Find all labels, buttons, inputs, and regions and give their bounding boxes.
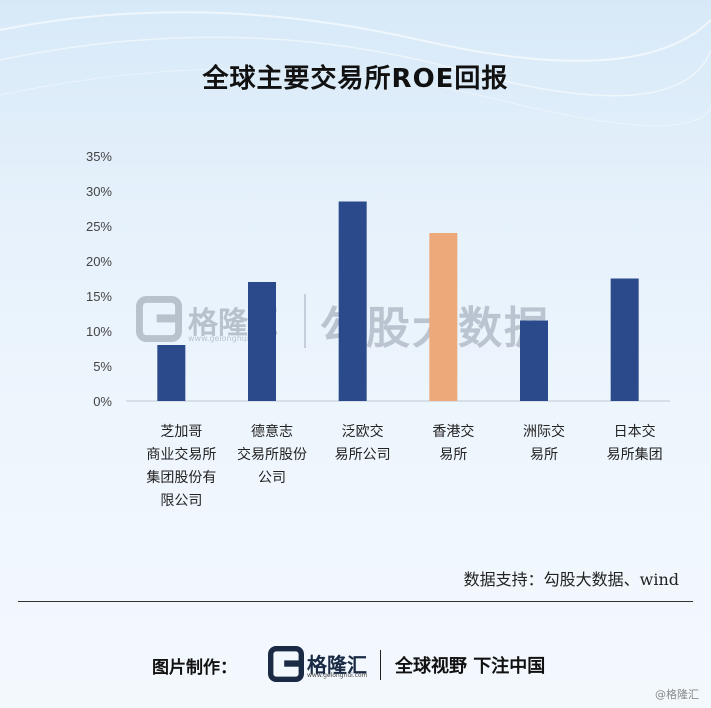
x-tick-label: 洲际交易所 (523, 423, 565, 463)
y-tick-label: 30% (86, 184, 112, 199)
bars (157, 201, 639, 401)
footer-url: www.gelonghui.com (307, 672, 368, 679)
y-tick-label: 15% (86, 289, 112, 304)
x-tick-label: 德意志交易所股份公司 (237, 423, 307, 486)
y-tick-label: 5% (93, 359, 112, 374)
footer-slogan: 全球视野 下注中国 (395, 656, 546, 677)
corner-watermark: @格隆汇 (655, 688, 699, 701)
bar (157, 345, 186, 401)
background-decoration (0, 11, 711, 127)
y-tick-label: 20% (86, 254, 112, 269)
y-tick-label: 25% (86, 219, 112, 234)
x-tick-label: 芝加哥商业交易所集团股份有限公司 (146, 424, 216, 509)
bar (248, 282, 276, 401)
bar (429, 233, 458, 401)
bar-chart: 0% 5% 10% 15% 20% 25% 30% 35% 芝加哥商业交易所集团股份有限公司德… (86, 149, 670, 509)
y-tick-label: 10% (86, 324, 112, 339)
footer-separator (380, 650, 381, 680)
bar (338, 201, 367, 401)
bar (520, 320, 548, 401)
footer-brand: 格隆汇 (307, 653, 367, 677)
y-tick-label: 35% (86, 149, 112, 164)
x-tick-label: 日本交易所集团 (607, 423, 663, 463)
chart-title: 全球主要交易所ROE回报 (202, 64, 509, 94)
footer-label: 图片制作： (152, 658, 237, 678)
bar (610, 278, 639, 401)
x-tick-label: 泛欧交易所公司 (335, 423, 391, 463)
gelonghui-logo-icon (268, 646, 304, 682)
footer: 图片制作： 格隆汇 www.gelonghui.com 全球视野 下注中国 (0, 646, 711, 686)
x-tick-label: 香港交易所 (432, 423, 474, 463)
divider (18, 601, 693, 602)
source-note: 数据支持：勾股大数据、wind (463, 570, 679, 589)
y-axis: 0% 5% 10% 15% 20% 25% 30% 35% (86, 149, 112, 409)
y-tick-label: 0% (93, 394, 112, 409)
